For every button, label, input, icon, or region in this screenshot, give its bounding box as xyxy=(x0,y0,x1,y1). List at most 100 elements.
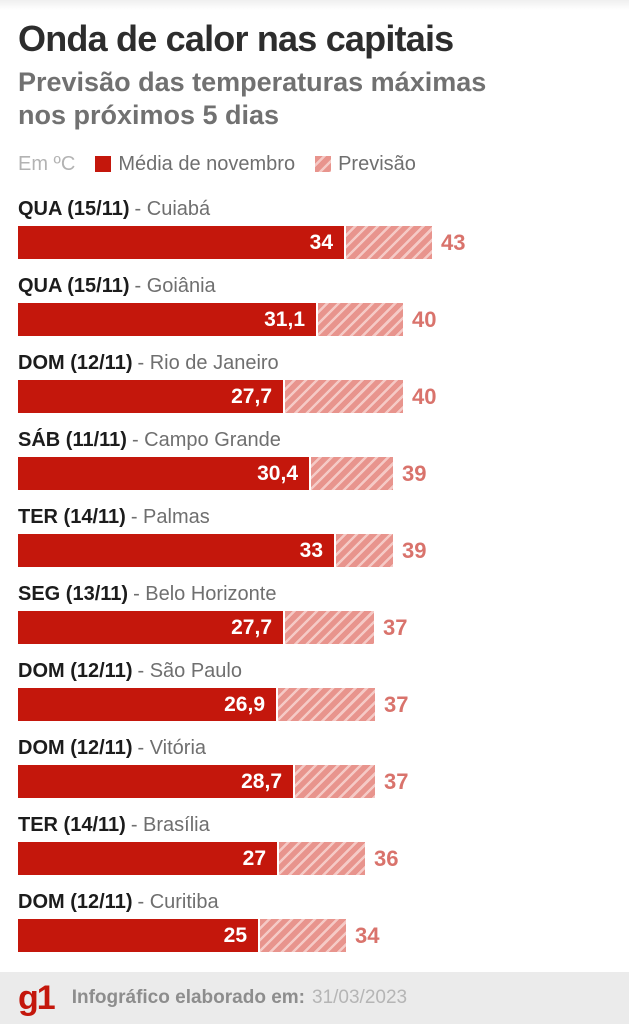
forecast-value: 40 xyxy=(412,383,437,409)
row-day: TER (14/11) xyxy=(18,506,126,528)
row-label: TER (14/11) - Palmas xyxy=(18,506,611,528)
forecast-value: 37 xyxy=(384,691,409,717)
bar-row: DOM (12/11) - Rio de Janeiro 27,7 40 xyxy=(18,352,611,413)
row-label: TER (14/11) - Brasília xyxy=(18,814,611,836)
forecast-bar xyxy=(283,611,374,644)
forecast-bar xyxy=(293,765,375,798)
bar-track: 31,1 40 xyxy=(18,303,611,336)
row-city: - Palmas xyxy=(130,506,210,528)
average-bar: 27 xyxy=(18,842,277,875)
forecast-bar xyxy=(309,457,393,490)
bar-row: QUA (15/11) - Goiânia 31,1 40 xyxy=(18,275,611,336)
forecast-bar xyxy=(316,303,403,336)
average-value: 27,7 xyxy=(231,384,272,408)
row-day: DOM (12/11) xyxy=(18,737,133,759)
row-day: QUA (15/11) xyxy=(18,198,130,220)
average-bar: 27,7 xyxy=(18,611,283,644)
bar-track: 34 43 xyxy=(18,226,611,259)
bar-row: SEG (13/11) - Belo Horizonte 27,7 37 xyxy=(18,583,611,644)
average-value: 30,4 xyxy=(257,461,298,485)
top-edge xyxy=(0,0,629,10)
bar-track: 30,4 39 xyxy=(18,457,611,490)
average-bar: 33 xyxy=(18,534,334,567)
average-bar: 30,4 xyxy=(18,457,309,490)
row-day: DOM (12/11) xyxy=(18,660,133,682)
average-value: 27 xyxy=(242,846,266,870)
row-label: DOM (12/11) - Curitiba xyxy=(18,891,611,913)
row-city: - Brasília xyxy=(130,814,210,836)
bar-track: 27 36 xyxy=(18,842,611,875)
forecast-bar xyxy=(276,688,375,721)
row-label: SEG (13/11) - Belo Horizonte xyxy=(18,583,611,605)
unit-label: Em ºC xyxy=(18,153,76,175)
average-value: 26,9 xyxy=(224,692,265,716)
bar-track: 33 39 xyxy=(18,534,611,567)
row-day: TER (14/11) xyxy=(18,814,126,836)
forecast-bar xyxy=(283,380,403,413)
row-label: QUA (15/11) - Goiânia xyxy=(18,275,611,297)
bar-row: DOM (12/11) - Curitiba 25 34 xyxy=(18,891,611,952)
row-city: - Campo Grande xyxy=(131,429,281,451)
forecast-value: 37 xyxy=(384,768,409,794)
forecast-value: 36 xyxy=(374,845,399,871)
row-day: DOM (12/11) xyxy=(18,352,133,374)
bar-track: 28,7 37 xyxy=(18,765,611,798)
forecast-bar xyxy=(344,226,432,259)
row-city: - São Paulo xyxy=(137,660,242,682)
average-value: 28,7 xyxy=(241,769,282,793)
forecast-value: 43 xyxy=(441,229,466,255)
legend-label-average: Média de novembro xyxy=(118,153,296,175)
subtitle-line-1: Previsão das temperaturas máximas xyxy=(18,67,487,97)
average-bar: 26,9 xyxy=(18,688,276,721)
footer-label: Infográfico elaborado em: xyxy=(71,987,305,1008)
forecast-bar xyxy=(258,919,346,952)
row-label: SÁB (11/11) - Campo Grande xyxy=(18,429,611,451)
bar-row: DOM (12/11) - São Paulo 26,9 37 xyxy=(18,660,611,721)
average-value: 34 xyxy=(309,230,333,254)
footer-date: 31/03/2023 xyxy=(312,987,408,1008)
legend: Em ºC Média de novembro Previsão xyxy=(18,154,611,174)
solid-swatch-icon xyxy=(95,156,112,172)
row-day: SÁB (11/11) xyxy=(18,429,127,451)
bar-row: TER (14/11) - Brasília 27 36 xyxy=(18,814,611,875)
row-label: DOM (12/11) - São Paulo xyxy=(18,660,611,682)
row-city: - Curitiba xyxy=(137,891,219,913)
bar-row: SÁB (11/11) - Campo Grande 30,4 39 xyxy=(18,429,611,490)
average-bar: 31,1 xyxy=(18,303,316,336)
average-value: 31,1 xyxy=(264,307,305,331)
forecast-value: 39 xyxy=(402,460,427,486)
row-city: - Belo Horizonte xyxy=(133,583,277,605)
row-day: QUA (15/11) xyxy=(18,275,130,297)
row-day: SEG (13/11) xyxy=(18,583,129,605)
page-title: Onda de calor nas capitais xyxy=(18,18,454,59)
legend-item-average: Média de novembro xyxy=(95,154,295,174)
bar-track: 27,7 40 xyxy=(18,380,611,413)
forecast-value: 39 xyxy=(402,537,427,563)
bar-track: 25 34 xyxy=(18,919,611,952)
bar-row: QUA (15/11) - Cuiabá 34 43 xyxy=(18,198,611,259)
average-value: 25 xyxy=(223,923,247,947)
subtitle-line-2: nos próximos 5 dias xyxy=(18,100,280,130)
average-bar: 25 xyxy=(18,919,258,952)
average-bar: 34 xyxy=(18,226,344,259)
forecast-value: 34 xyxy=(355,922,380,948)
row-label: DOM (12/11) - Rio de Janeiro xyxy=(18,352,611,374)
forecast-bar xyxy=(277,842,365,875)
bar-row: TER (14/11) - Palmas 33 39 xyxy=(18,506,611,567)
row-city: - Cuiabá xyxy=(134,198,211,220)
infographic: Onda de calor nas capitais Previsão das … xyxy=(0,20,629,952)
row-city: - Goiânia xyxy=(134,275,216,297)
bar-row: DOM (12/11) - Vitória 28,7 37 xyxy=(18,737,611,798)
average-bar: 27,7 xyxy=(18,380,283,413)
row-day: DOM (12/11) xyxy=(18,891,133,913)
average-value: 33 xyxy=(299,538,323,562)
legend-item-forecast: Previsão xyxy=(315,154,416,174)
page-subtitle: Previsão das temperaturas máximas nos pró… xyxy=(18,66,611,132)
forecast-value: 40 xyxy=(412,306,437,332)
bar-track: 27,7 37 xyxy=(18,611,611,644)
forecast-value: 37 xyxy=(383,614,408,640)
average-bar: 28,7 xyxy=(18,765,293,798)
g1-logo: g1 xyxy=(18,979,56,1017)
forecast-bar xyxy=(334,534,393,567)
bar-rows: QUA (15/11) - Cuiabá 34 43 QUA (15/11) - G… xyxy=(18,198,611,952)
